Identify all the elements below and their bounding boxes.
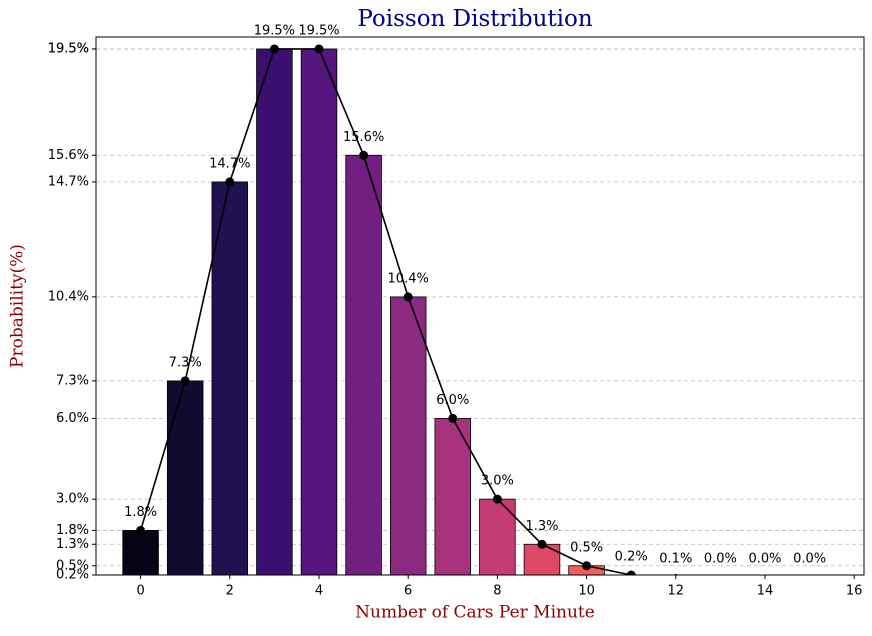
- value-label: 6.0%: [436, 393, 469, 408]
- value-label: 15.6%: [343, 130, 384, 145]
- y-tick-label: 6.0%: [56, 411, 89, 426]
- x-axis-label: Number of Cars Per Minute: [355, 603, 595, 623]
- bar: [523, 543, 561, 575]
- x-tick-label: 8: [493, 584, 501, 599]
- value-label: 0.0%: [704, 552, 737, 567]
- y-tick-label: 19.5%: [48, 41, 89, 56]
- bar: [122, 530, 159, 575]
- x-tick-label: 12: [668, 584, 685, 599]
- line-marker: [314, 44, 324, 54]
- value-label: 1.8%: [124, 505, 157, 520]
- line-marker: [136, 525, 146, 535]
- x-tick-label: 14: [757, 584, 774, 599]
- y-tick-label: 19.5%: [48, 41, 89, 56]
- y-tick-label: 7.3%: [56, 373, 89, 388]
- y-tick-label: 1.3%: [56, 537, 89, 552]
- y-tick-label: 14.7%: [48, 174, 89, 189]
- plot-area: [122, 44, 828, 585]
- bar: [211, 181, 249, 575]
- line: [139, 48, 642, 575]
- value-label: 19.5%: [254, 23, 295, 38]
- line-marker: [492, 494, 502, 504]
- bar: [256, 48, 293, 575]
- bar: [166, 380, 204, 575]
- line-marker: [448, 413, 458, 423]
- y-tick-label: 1.8%: [56, 523, 89, 538]
- line-marker: [626, 570, 636, 575]
- value-label: 7.3%: [169, 355, 202, 370]
- value-label: 19.5%: [298, 23, 339, 38]
- y-tick-label: 10.4%: [48, 289, 89, 304]
- line-marker: [403, 292, 413, 302]
- line-marker: [180, 376, 190, 386]
- plot-frame: [95, 36, 865, 576]
- line-marker: [716, 575, 725, 584]
- line-marker: [225, 177, 235, 187]
- value-label: 0.0%: [793, 552, 826, 567]
- value-label: 1.3%: [525, 519, 558, 534]
- line-marker: [359, 150, 369, 160]
- value-label: 0.5%: [570, 540, 603, 555]
- x-tick-label: 10: [578, 584, 595, 599]
- y-tick-label: 15.6%: [48, 148, 89, 163]
- bar: [389, 296, 427, 575]
- y-tick-label: 0.2%: [56, 568, 89, 583]
- line-marker: [582, 561, 592, 571]
- line-marker: [537, 539, 547, 549]
- bar: [791, 574, 828, 575]
- line-marker: [269, 44, 279, 54]
- line-marker: [805, 576, 814, 585]
- x-tick-label: 0: [136, 584, 144, 599]
- bar: [434, 418, 472, 575]
- x-tick-label: 6: [404, 584, 412, 599]
- y-axis-label: Probability(%): [8, 244, 28, 368]
- bar: [479, 498, 516, 575]
- value-label: 14.7%: [209, 156, 250, 171]
- value-label: 0.2%: [615, 550, 648, 565]
- x-tick-label: 4: [315, 584, 323, 599]
- chart-title: Poisson Distribution: [357, 6, 592, 32]
- value-label: 0.0%: [748, 552, 781, 567]
- bar: [300, 48, 338, 575]
- x-tick-label: 16: [846, 584, 863, 599]
- value-label: 0.1%: [659, 552, 692, 567]
- bar: [702, 574, 739, 575]
- value-label: 3.0%: [481, 474, 514, 489]
- y-tick-label: 0.5%: [56, 558, 89, 573]
- value-label: 10.4%: [388, 271, 429, 286]
- y-tick-label: 3.0%: [56, 492, 89, 507]
- x-tick-label: 2: [226, 584, 234, 599]
- bar: [345, 154, 382, 575]
